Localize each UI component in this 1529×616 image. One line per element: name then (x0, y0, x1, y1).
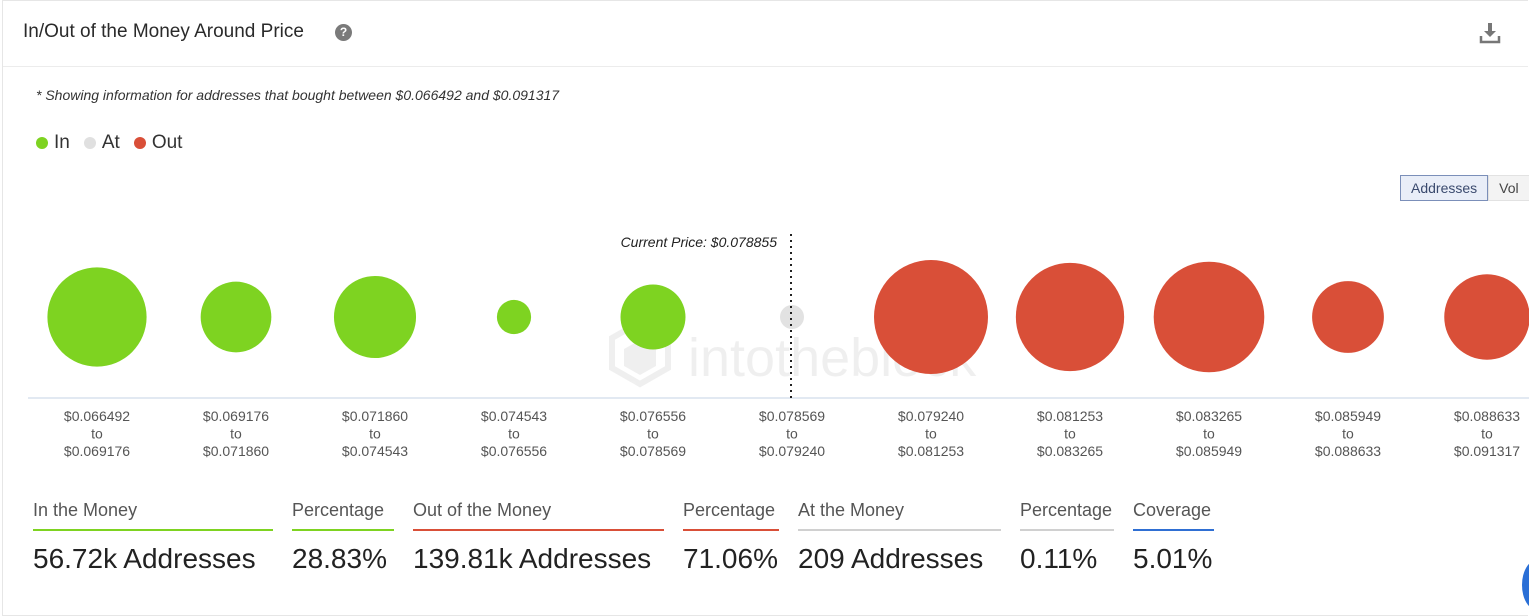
bubble-out-7[interactable] (1015, 262, 1125, 372)
x-tick-label-3-to_word: to (508, 426, 520, 442)
stat-label: At the Money (798, 500, 1001, 531)
x-tick-label-5-to: $0.079240 (759, 443, 825, 459)
x-tick-label-0-to_word: to (91, 426, 103, 442)
legend-dot-in (36, 137, 48, 149)
legend-dot-out (133, 137, 146, 149)
stat-label: Percentage (292, 500, 394, 531)
x-axis-labels: $0.066492to$0.069176$0.069176to$0.071860… (64, 408, 1520, 459)
stat-label: Percentage (683, 500, 779, 531)
help-icon[interactable]: ? (335, 24, 352, 41)
x-tick-label-5-from: $0.078569 (759, 408, 825, 424)
stat-value: 56.72k Addresses (33, 543, 256, 574)
x-tick-label-9-to_word: to (1342, 426, 1354, 442)
legend: In At Out (36, 132, 182, 154)
x-tick-label-0-to: $0.069176 (64, 443, 130, 459)
volume-toggle-button[interactable]: Vol (1488, 175, 1529, 201)
legend-label-in: In (54, 132, 70, 153)
addresses-toggle-button[interactable]: Addresses (1400, 175, 1489, 201)
stat-label: Out of the Money (413, 500, 664, 531)
x-tick-label-1-from: $0.069176 (203, 408, 269, 424)
stat-value: 71.06% (683, 543, 778, 574)
bubble-out-9[interactable] (1312, 281, 1384, 353)
stat-value: 139.81k Addresses (413, 543, 652, 574)
x-tick-label-1-to: $0.071860 (203, 443, 269, 459)
x-tick-label-5-to_word: to (786, 426, 798, 442)
card-header: In/Out of the Money Around Price ? (3, 1, 1528, 67)
bubble-chart: intotheblock $0.066492to$0.069176$0.0691… (28, 234, 1529, 459)
stat-value: 5.01% (1133, 543, 1213, 574)
legend-item-in[interactable]: In (36, 132, 70, 154)
stat-value: 209 Addresses (798, 543, 984, 574)
legend-item-at[interactable]: At (83, 132, 120, 154)
bubble-in-4[interactable] (620, 284, 686, 350)
x-tick-label-2-to_word: to (369, 426, 381, 442)
x-tick-label-1-to_word: to (230, 426, 242, 442)
legend-dot-at (83, 137, 96, 149)
stat-4: At the Money 209 Addresses (798, 500, 1001, 575)
bubble-out-6[interactable] (874, 260, 988, 374)
x-tick-label-9-to: $0.088633 (1315, 443, 1381, 459)
stat-label: Coverage (1133, 500, 1214, 531)
x-tick-label-7-to_word: to (1064, 426, 1076, 442)
download-icon[interactable] (1478, 21, 1502, 45)
x-tick-label-6-to: $0.081253 (898, 443, 964, 459)
stat-1: Percentage 28.83% (292, 500, 394, 575)
x-tick-label-6-from: $0.079240 (898, 408, 964, 424)
current-price-label: Current Price: $0.078855 (621, 234, 778, 250)
bubble-in-2[interactable] (333, 275, 417, 359)
x-tick-label-4-to: $0.078569 (620, 443, 686, 459)
x-tick-label-10-to: $0.091317 (1454, 443, 1520, 459)
x-tick-label-10-to_word: to (1481, 426, 1493, 442)
metric-toggle: Addresses Vol (1400, 175, 1529, 201)
x-tick-label-4-to_word: to (647, 426, 659, 442)
x-tick-label-8-to_word: to (1203, 426, 1215, 442)
bubble-out-8[interactable] (1153, 261, 1265, 373)
stat-3: Percentage 71.06% (683, 500, 779, 575)
x-tick-label-2-from: $0.071860 (342, 408, 408, 424)
bubbles-group (47, 260, 1529, 374)
x-tick-label-4-from: $0.076556 (620, 408, 686, 424)
stat-5: Percentage 0.11% (1020, 500, 1114, 575)
range-note: * Showing information for addresses that… (36, 87, 560, 103)
x-tick-label-3-from: $0.074543 (481, 408, 547, 424)
legend-item-out[interactable]: Out (133, 132, 183, 154)
x-tick-label-8-from: $0.083265 (1176, 408, 1242, 424)
stat-2: Out of the Money 139.81k Addresses (413, 500, 664, 575)
x-tick-label-6-to_word: to (925, 426, 937, 442)
bubble-out-10[interactable] (1444, 274, 1529, 360)
legend-label-at: At (101, 132, 120, 153)
card-title: In/Out of the Money Around Price (23, 21, 304, 42)
x-tick-label-2-to: $0.074543 (342, 443, 408, 459)
bubble-at-5[interactable] (780, 305, 804, 329)
x-tick-label-3-to: $0.076556 (481, 443, 547, 459)
stat-value: 0.11% (1020, 543, 1098, 574)
x-tick-label-10-from: $0.088633 (1454, 408, 1520, 424)
bubble-in-0[interactable] (47, 267, 147, 367)
stat-0: In the Money 56.72k Addresses (33, 500, 273, 575)
bubble-in-1[interactable] (200, 281, 272, 353)
stats-row: In the Money 56.72k Addresses Percentage 28… (0, 500, 1529, 600)
x-tick-label-8-to: $0.085949 (1176, 443, 1242, 459)
stat-label: In the Money (33, 500, 273, 531)
x-tick-label-9-from: $0.085949 (1315, 408, 1381, 424)
x-tick-label-7-from: $0.081253 (1037, 408, 1103, 424)
x-tick-label-7-to: $0.083265 (1037, 443, 1103, 459)
chat-widget-button[interactable] (1522, 560, 1529, 610)
stat-label: Percentage (1020, 500, 1114, 531)
stat-value: 28.83% (292, 543, 387, 574)
bubble-in-3[interactable] (496, 299, 532, 335)
x-tick-label-0-from: $0.066492 (64, 408, 130, 424)
stat-6: Coverage 5.01% (1133, 500, 1214, 575)
legend-label-out: Out (151, 132, 183, 153)
